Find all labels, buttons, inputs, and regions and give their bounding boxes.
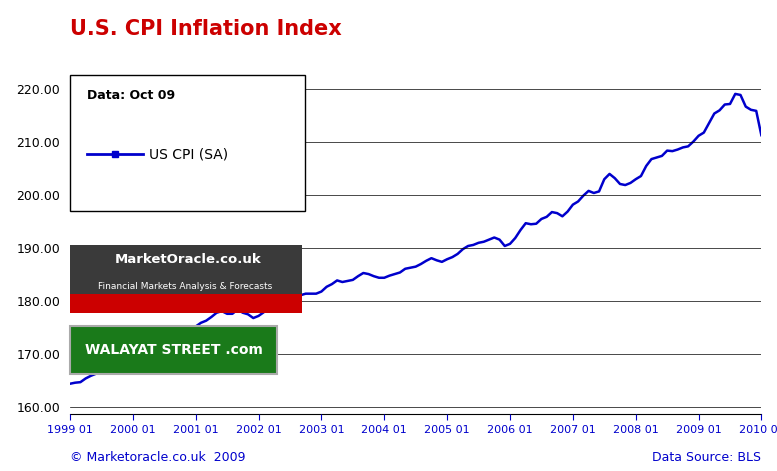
Text: © Marketoracle.co.uk  2009: © Marketoracle.co.uk 2009 (70, 451, 246, 464)
FancyBboxPatch shape (70, 75, 305, 211)
Text: MarketOracle.co.uk: MarketOracle.co.uk (115, 253, 262, 267)
Text: US CPI (SA): US CPI (SA) (149, 147, 228, 161)
FancyBboxPatch shape (70, 294, 301, 313)
Text: Financial Markets Analysis & Forecasts: Financial Markets Analysis & Forecasts (98, 282, 272, 291)
Text: Data: Oct 09: Data: Oct 09 (87, 89, 176, 102)
FancyBboxPatch shape (70, 326, 277, 374)
Text: WALAYAT STREET .com: WALAYAT STREET .com (85, 343, 263, 357)
Text: Data Source: BLS: Data Source: BLS (653, 451, 761, 464)
Text: U.S. CPI Inflation Index: U.S. CPI Inflation Index (70, 19, 342, 39)
FancyBboxPatch shape (70, 245, 301, 313)
